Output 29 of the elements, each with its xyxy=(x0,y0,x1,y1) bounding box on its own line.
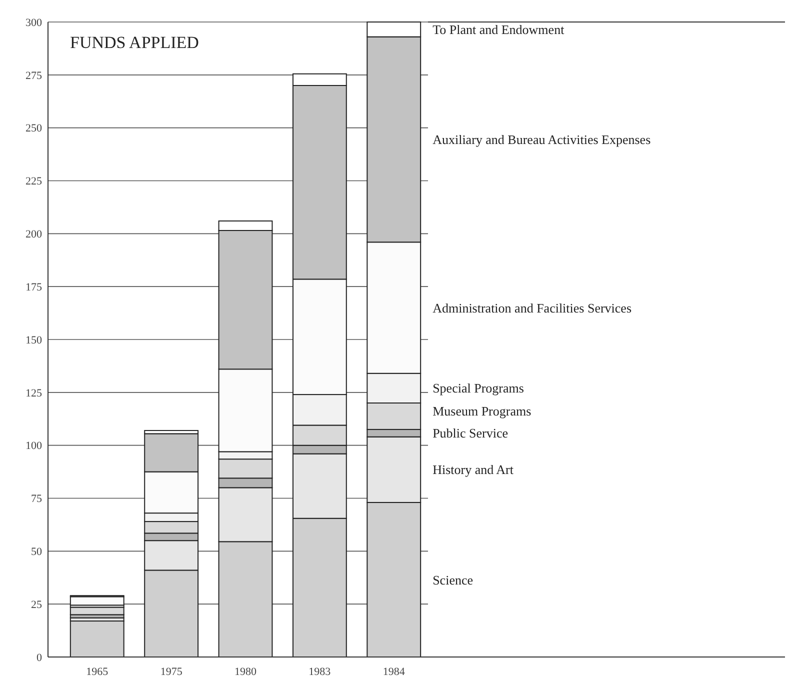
series-label: History and Art xyxy=(432,462,514,478)
y-tick-label: 75 xyxy=(31,493,42,506)
bar xyxy=(70,596,124,606)
series-label: Museum Programs xyxy=(432,404,532,419)
y-tick-label: 250 xyxy=(26,122,42,135)
y-tick-label: 125 xyxy=(26,387,42,400)
bar xyxy=(70,620,124,658)
text: FUNDS APPLIED xyxy=(70,33,199,52)
series-label: Auxiliary and Bureau Activities Expenses xyxy=(432,132,651,148)
y-tick-label: 100 xyxy=(26,440,42,452)
y-tick-label: 0 xyxy=(36,652,42,664)
series-label: To Plant and Endowment xyxy=(432,22,565,37)
series-label: Science xyxy=(432,572,474,588)
y-tick-label: 225 xyxy=(26,176,42,188)
series-label: Public Service xyxy=(432,426,508,441)
y-tick-label: 175 xyxy=(26,281,42,294)
y-tick-label: 200 xyxy=(26,228,42,241)
y-tick-label: 50 xyxy=(31,546,42,558)
y-tick-label: 150 xyxy=(26,334,42,346)
x-tick-label: 1975 xyxy=(160,666,183,678)
y-tick-label: 300 xyxy=(26,16,42,29)
y-tick-label: 25 xyxy=(31,598,42,611)
series-label: Administration and Facilities Services xyxy=(432,300,632,316)
series-label: Special Programs xyxy=(432,380,524,396)
x-tick-label: 1984 xyxy=(382,666,406,678)
x-tick-label: 1965 xyxy=(86,666,109,678)
x-tick-label: 1980 xyxy=(234,666,257,678)
y-tick-label: 275 xyxy=(26,70,42,82)
x-tick-label: 1983 xyxy=(308,666,332,678)
